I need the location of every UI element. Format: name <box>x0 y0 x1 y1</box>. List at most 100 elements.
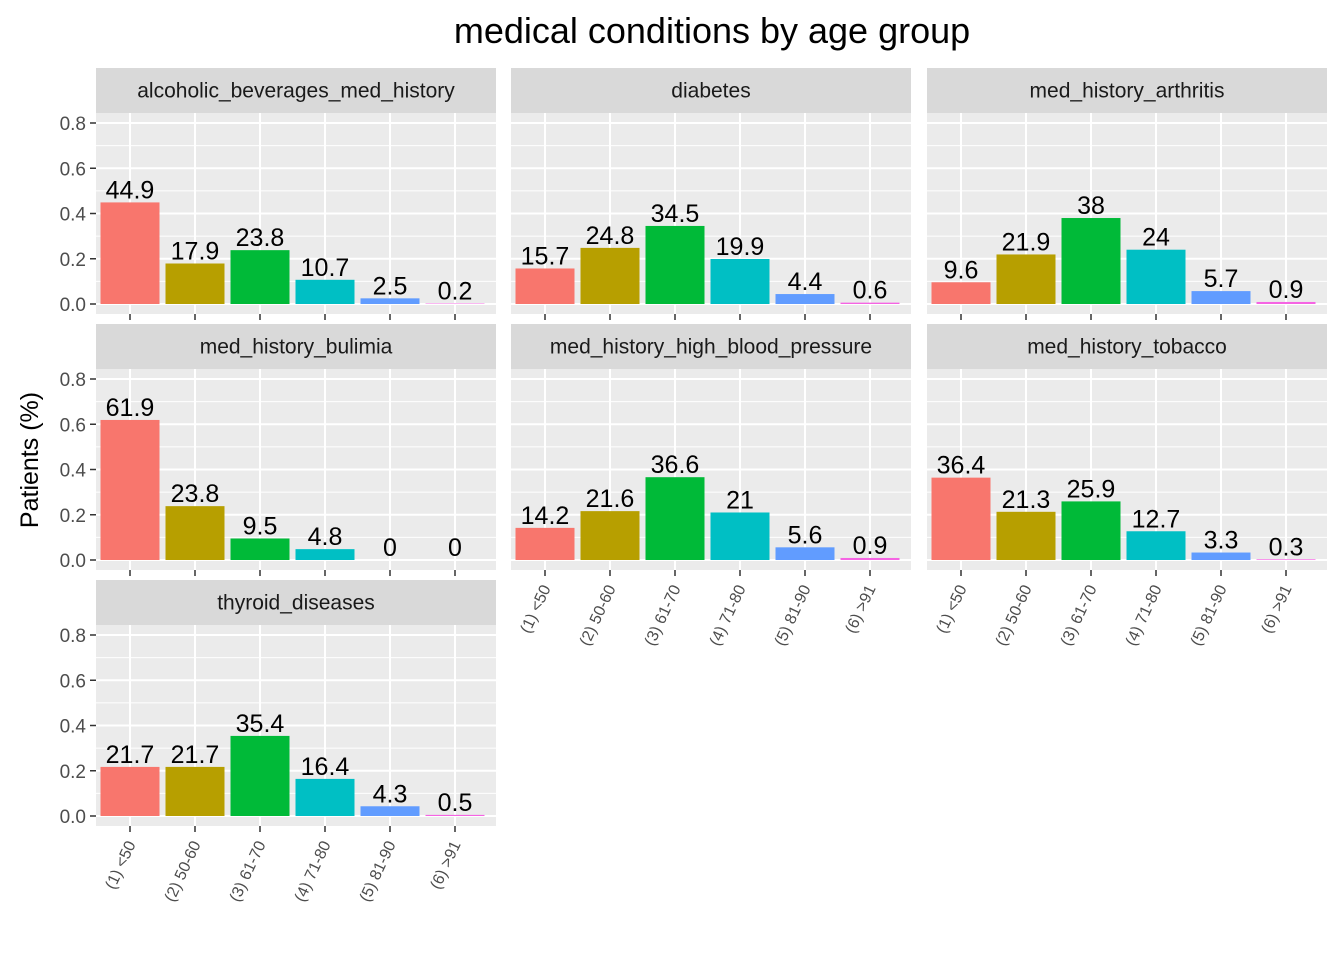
x-tick-label: (6) >91 <box>428 838 465 892</box>
data-label: 4.4 <box>788 268 823 296</box>
y-tick-label: 0.2 <box>60 250 86 271</box>
bar-2-50-60 <box>165 263 225 304</box>
y-tick-label: 0.8 <box>60 626 86 647</box>
data-label: 0 <box>448 534 462 562</box>
data-label: 4.3 <box>373 780 408 808</box>
bar-5-81-90 <box>775 294 835 304</box>
x-tick-label: (3) 61-70 <box>1058 582 1101 648</box>
data-label: 36.4 <box>937 452 986 480</box>
bar-4-71-80 <box>295 279 355 304</box>
data-label: 14.2 <box>521 502 570 530</box>
bar-3-61-70 <box>645 225 705 304</box>
facet-panel-diabetes: diabetes 15.7 24.8 34.5 19.9 4.4 0.6 <box>511 68 911 320</box>
facet-strip-label: diabetes <box>671 80 750 103</box>
data-label: 35.4 <box>236 710 285 738</box>
data-label: 0 <box>383 534 397 562</box>
y-tick-label: 0.4 <box>60 717 87 738</box>
chart-title: medical conditions by age group <box>453 10 971 51</box>
x-tick-label: (6) >91 <box>1259 582 1296 636</box>
y-tick-label: 0.8 <box>60 114 86 135</box>
y-axis-title: Patients (%) <box>16 392 44 528</box>
data-label: 21.6 <box>586 485 635 513</box>
bar-2-50-60 <box>996 511 1056 560</box>
data-label: 17.9 <box>171 238 220 266</box>
x-tick-label: (2) 50-60 <box>577 582 620 648</box>
facet-panel-med-history-bulimia: med_history_bulimia 61.9 23.8 9.5 4.8 0 0 0.0 0.… <box>60 324 496 576</box>
data-label: 3.3 <box>1204 527 1239 555</box>
facet-panel-med-history-high-blood-pressure: med_history_high_blood_pressure 14.2 21.6 3… <box>511 324 911 649</box>
bar-5-81-90 <box>1191 291 1251 304</box>
x-tick-label: (6) >91 <box>843 582 880 636</box>
x-tick-label: (4) 71-80 <box>1123 582 1166 648</box>
data-label: 25.9 <box>1067 475 1116 503</box>
bar-3-61-70 <box>1061 501 1121 560</box>
data-label: 61.9 <box>106 394 155 422</box>
bar-4-71-80 <box>710 258 770 304</box>
y-tick-label: 0.4 <box>60 461 87 482</box>
y-tick-label: 0.6 <box>60 159 86 180</box>
data-label: 0.2 <box>438 278 473 306</box>
data-label: 44.9 <box>106 176 155 204</box>
x-tick-label: (1) <50 <box>103 838 140 892</box>
bar-1-50 <box>100 419 160 560</box>
y-tick-label: 0.6 <box>60 671 86 692</box>
y-tick-label: 0.0 <box>60 551 86 572</box>
data-label: 5.6 <box>788 521 823 549</box>
facet-strip-label: med_history_bulimia <box>200 336 393 359</box>
bar-4-71-80 <box>710 512 770 560</box>
x-tick-label: (1) <50 <box>518 582 555 636</box>
y-tick-label: 0.0 <box>60 807 86 828</box>
data-label: 9.5 <box>243 513 278 541</box>
data-label: 34.5 <box>651 200 700 228</box>
y-tick-label: 0.8 <box>60 370 86 391</box>
data-label: 12.7 <box>1132 505 1181 533</box>
facet-panel-med-history-tobacco: med_history_tobacco 36.4 21.3 25.9 12.7 3.3 0.… <box>927 324 1327 649</box>
bar-4-71-80 <box>1126 531 1186 560</box>
data-label: 15.7 <box>521 242 570 270</box>
data-label: 21.9 <box>1002 228 1051 256</box>
facet-strip-label: med_history_tobacco <box>1027 336 1227 359</box>
facet-strip <box>511 68 911 113</box>
data-label: 4.8 <box>308 523 343 551</box>
data-label: 38 <box>1077 192 1105 220</box>
facet-strip-label: alcoholic_beverages_med_history <box>137 80 455 103</box>
facet-strip <box>927 68 1327 113</box>
bar-3-61-70 <box>230 250 290 304</box>
bar-6-91 <box>840 302 900 304</box>
y-tick-label: 0.6 <box>60 415 86 436</box>
x-tick-label: (5) 81-90 <box>1188 582 1231 648</box>
x-tick-label: (2) 50-60 <box>993 582 1036 648</box>
data-label: 24 <box>1142 224 1170 252</box>
facet-panel-alcoholic-beverages-med-history: alcoholic_beverages_med_history 44.9 17.9 2… <box>60 68 496 320</box>
y-tick-label: 0.2 <box>60 762 86 783</box>
facet-strip <box>96 68 496 113</box>
data-label: 10.7 <box>301 254 350 282</box>
x-tick-label: (4) 71-80 <box>292 838 335 904</box>
bar-2-50-60 <box>165 506 225 560</box>
facet-strip <box>511 324 911 369</box>
x-tick-label: (2) 50-60 <box>162 838 205 904</box>
facet-strip <box>927 324 1327 369</box>
data-label: 21 <box>726 486 754 514</box>
bar-1-50 <box>515 527 575 560</box>
x-tick-label: (1) <50 <box>934 582 971 636</box>
bar-4-71-80 <box>1126 249 1186 304</box>
data-label: 0.5 <box>438 789 473 817</box>
bar-1-50 <box>515 268 575 304</box>
bar-6-91 <box>840 557 900 560</box>
bar-3-61-70 <box>645 477 705 560</box>
bar-2-50-60 <box>580 511 640 560</box>
bar-5-81-90 <box>1191 552 1251 560</box>
bar-1-50 <box>931 282 991 304</box>
bar-2-50-60 <box>165 766 225 816</box>
data-label: 0.9 <box>853 532 888 560</box>
data-label: 21.7 <box>171 741 220 769</box>
data-label: 0.3 <box>1269 533 1304 561</box>
bar-6-91 <box>1256 559 1316 560</box>
bar-6-91 <box>1256 301 1316 304</box>
bar-3-61-70 <box>1061 218 1121 304</box>
data-label: 19.9 <box>716 233 765 261</box>
facet-strip-label: med_history_high_blood_pressure <box>550 336 872 359</box>
bar-1-50 <box>100 202 160 304</box>
